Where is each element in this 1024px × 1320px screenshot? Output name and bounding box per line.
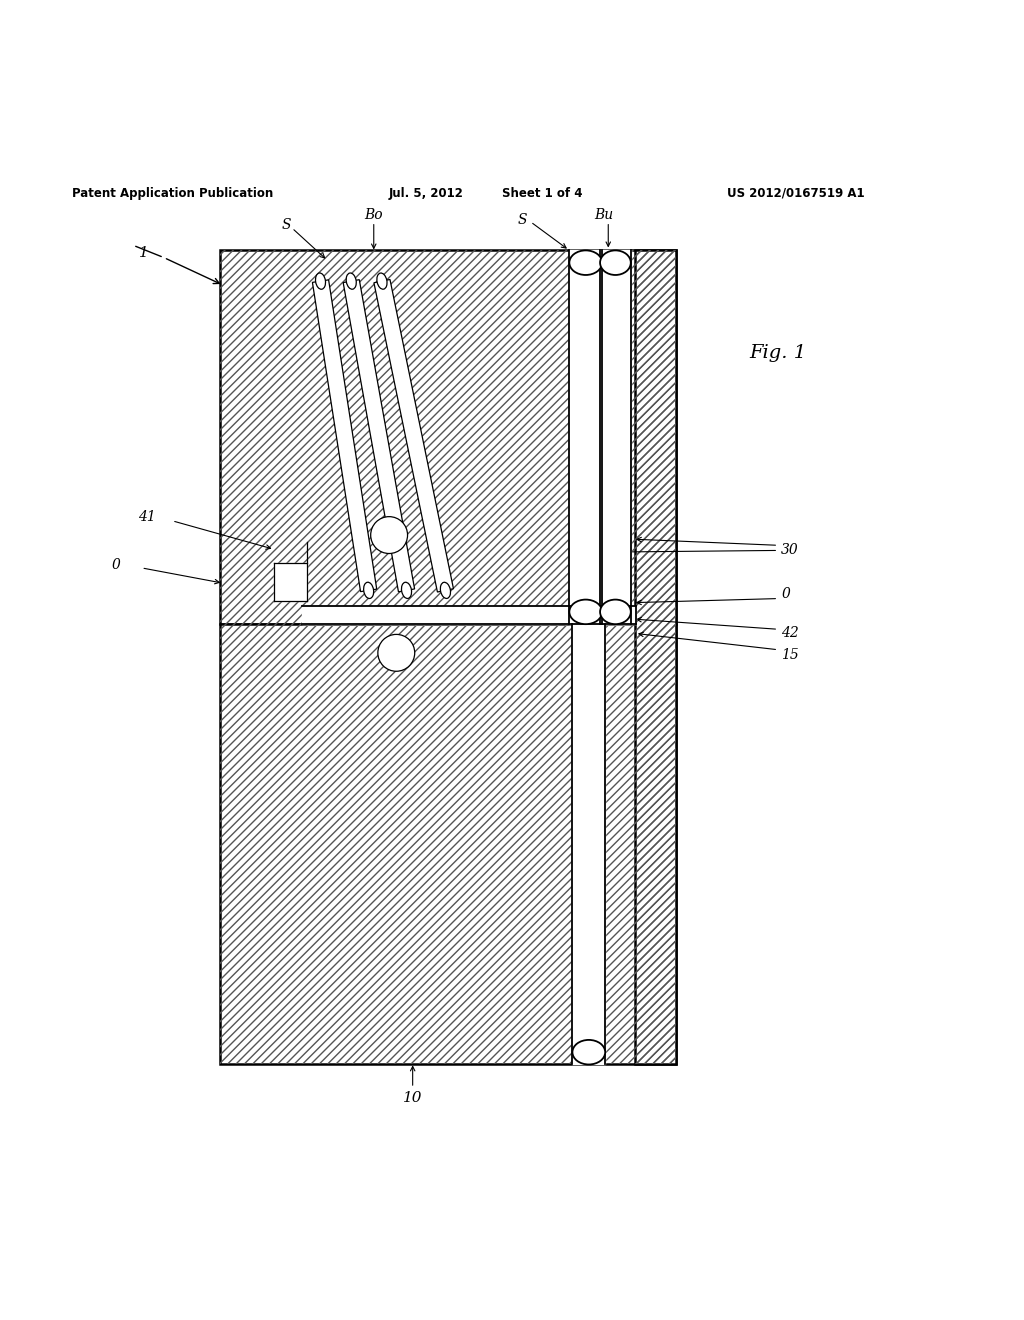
Text: Sheet 1 of 4: Sheet 1 of 4 <box>502 187 583 199</box>
Bar <box>220 251 676 624</box>
Ellipse shape <box>440 582 451 598</box>
Polygon shape <box>374 280 454 591</box>
Bar <box>220 624 676 1064</box>
Text: Fig. 1: Fig. 1 <box>750 343 807 362</box>
Bar <box>635 251 676 1064</box>
Text: 0: 0 <box>112 558 120 572</box>
Text: 10: 10 <box>402 1092 423 1105</box>
Bar <box>220 624 676 1064</box>
Text: 42: 42 <box>781 627 799 640</box>
Text: Jul. 5, 2012: Jul. 5, 2012 <box>389 187 464 199</box>
Bar <box>220 251 676 624</box>
Bar <box>635 251 676 1064</box>
Polygon shape <box>343 280 415 591</box>
Text: Patent Application Publication: Patent Application Publication <box>72 187 273 199</box>
Ellipse shape <box>371 516 408 553</box>
Ellipse shape <box>401 582 412 598</box>
Text: S: S <box>282 218 292 232</box>
Ellipse shape <box>600 599 631 624</box>
Ellipse shape <box>315 273 326 289</box>
Ellipse shape <box>572 1040 605 1064</box>
Polygon shape <box>302 606 636 624</box>
Text: 15: 15 <box>781 648 799 661</box>
Ellipse shape <box>377 273 387 289</box>
Polygon shape <box>274 562 307 601</box>
Polygon shape <box>312 280 377 591</box>
Ellipse shape <box>378 635 415 672</box>
Polygon shape <box>600 251 631 624</box>
Text: 1: 1 <box>138 247 148 260</box>
Text: S: S <box>517 213 527 227</box>
Ellipse shape <box>364 582 374 598</box>
Text: 30: 30 <box>781 544 799 557</box>
Text: 41: 41 <box>137 510 156 524</box>
Text: Bu: Bu <box>595 207 613 222</box>
Ellipse shape <box>600 251 631 275</box>
Ellipse shape <box>346 273 356 289</box>
Ellipse shape <box>569 251 602 275</box>
Polygon shape <box>569 251 602 624</box>
Polygon shape <box>572 624 605 1064</box>
Text: US 2012/0167519 A1: US 2012/0167519 A1 <box>727 187 864 199</box>
Text: 0: 0 <box>781 587 791 602</box>
Ellipse shape <box>569 599 602 624</box>
Text: Bo: Bo <box>365 207 383 222</box>
